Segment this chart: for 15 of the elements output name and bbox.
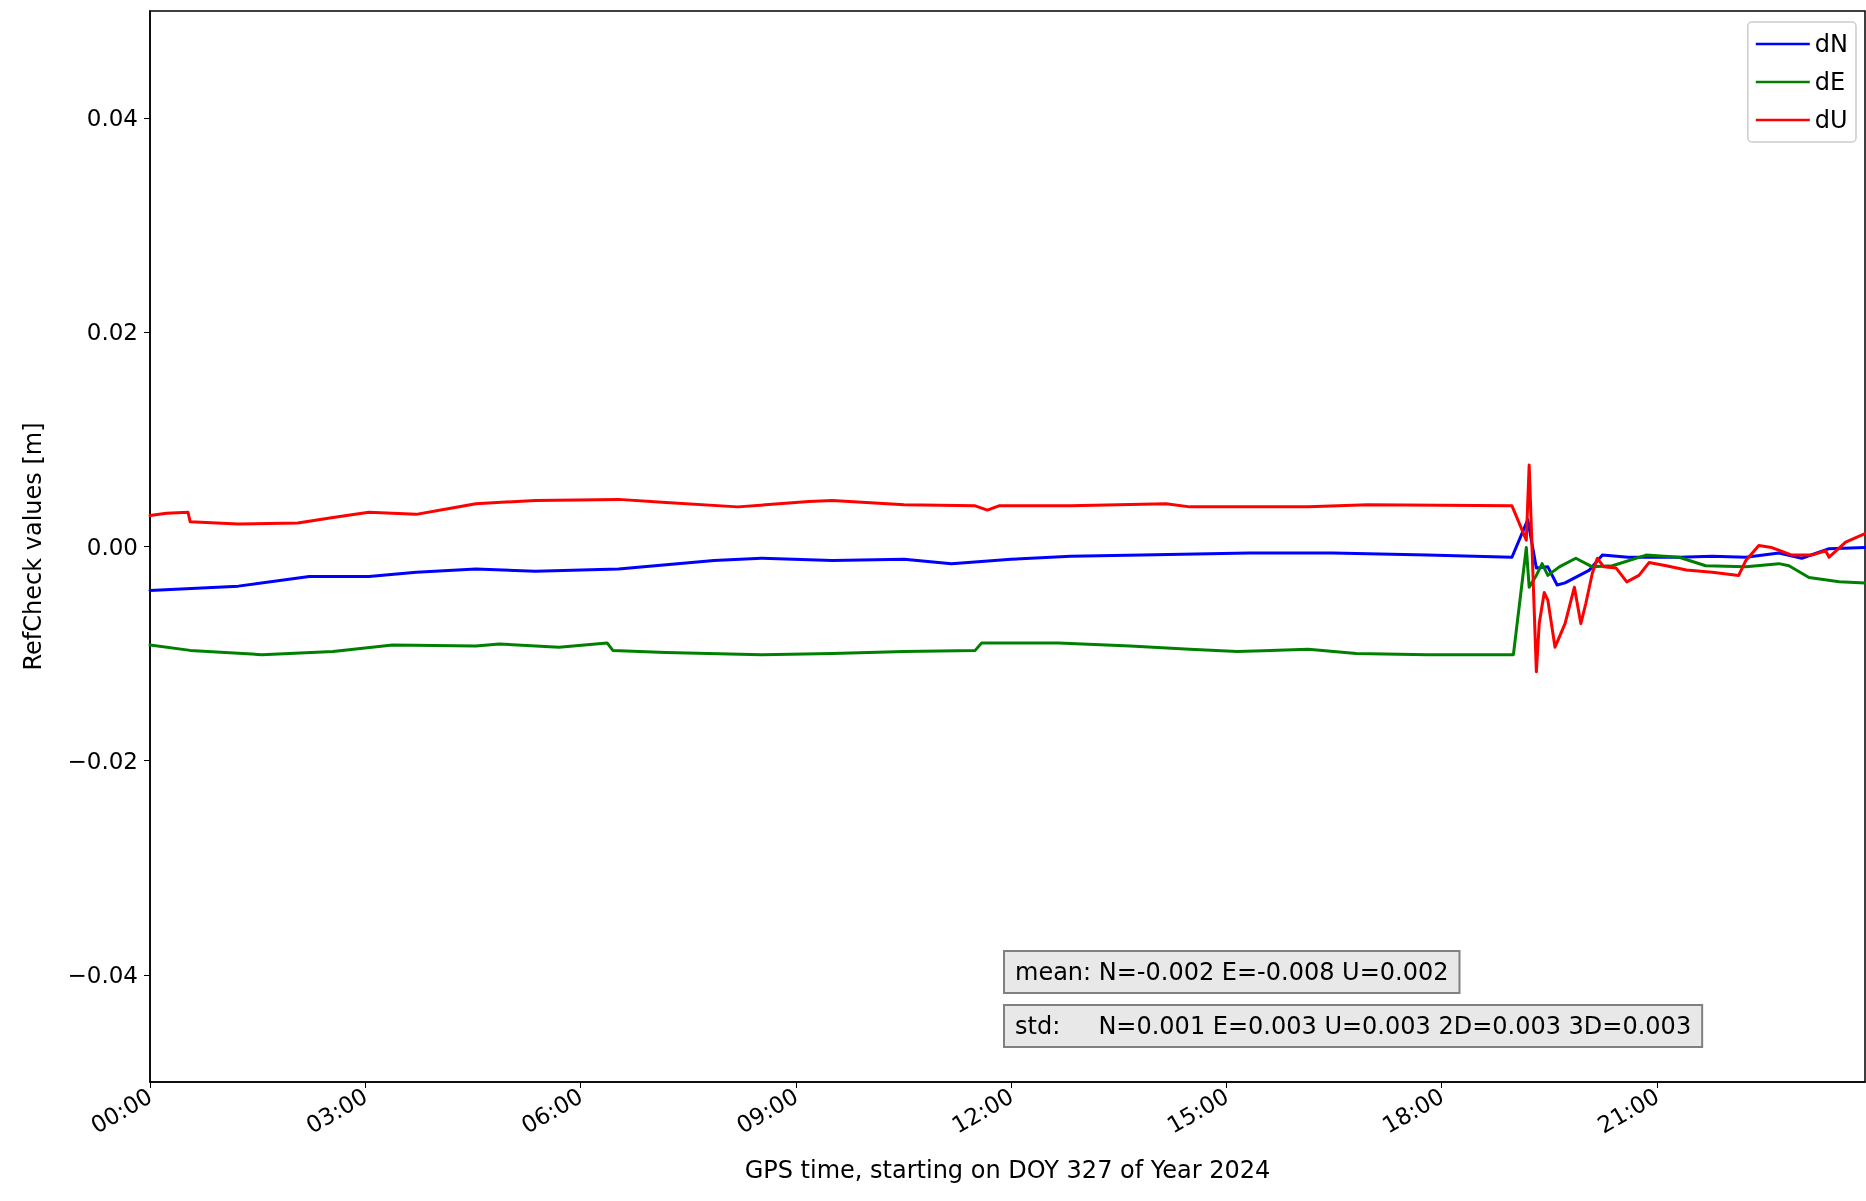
annotation: std: N=0.001 E=0.003 U=0.003 2D=0.003 3D=0.003 [1015, 1012, 1692, 1040]
legend-label: dN [1814, 30, 1848, 58]
y-tick-label: 0.04 [86, 105, 138, 132]
y-axis-title: RefCheck values [m] [19, 422, 47, 671]
line-series [148, 546, 1866, 657]
y-tick-label: −0.04 [67, 961, 138, 988]
annotation: mean: N=-0.002 E=-0.008 U=0.002 [1015, 958, 1449, 986]
y-tick-label: −0.02 [67, 747, 138, 774]
y-tick-label: 0.00 [86, 533, 138, 560]
x-axis-title: GPS time, starting on DOY 327 of Year 2024 [744, 1156, 1271, 1184]
line-series [148, 463, 1866, 674]
line-series [148, 518, 1866, 592]
legend-label: dU [1814, 106, 1848, 134]
legend-label: dE [1814, 68, 1846, 96]
y-tick-label: 0.02 [86, 319, 138, 346]
